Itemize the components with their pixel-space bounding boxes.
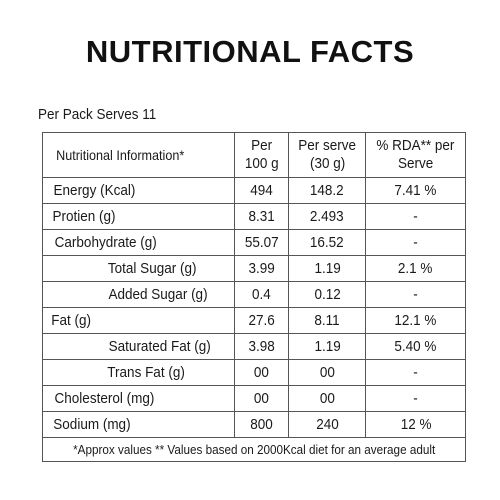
- value-per-serve: 240: [288, 411, 367, 438]
- value-per-100g: 55.07: [234, 229, 290, 256]
- value-per-100g: 8.31: [234, 203, 290, 230]
- value-rda: 2.1 %: [365, 255, 466, 282]
- nutrient-name: Saturated Fat (g): [41, 333, 236, 360]
- table-row: Cholesterol (mg) 00 00-: [41, 385, 466, 412]
- header-per-serve: Per serve (30 g): [288, 132, 367, 178]
- value-rda: -: [365, 281, 466, 308]
- page-title: NUTRITIONAL FACTS: [85, 34, 415, 69]
- value-per-100g: 800: [234, 411, 290, 438]
- value-per-serve: 2.493: [288, 203, 367, 230]
- table-row: Saturated Fat (g) 3.98 1.19 5.40 %: [41, 333, 466, 360]
- table-row: Trans Fat (g) 00 00-: [41, 359, 466, 386]
- value-per-100g: 27.6: [234, 307, 290, 334]
- header-nutritional-information: Nutritional Information*: [41, 132, 236, 178]
- nutrient-name: Trans Fat (g): [41, 359, 236, 386]
- table-row: Energy (Kcal) 494 148.2 7.41 %: [41, 177, 466, 204]
- nutrient-name: Cholesterol (mg): [41, 385, 236, 412]
- value-per-100g: 0.4: [234, 281, 290, 308]
- table-row: Total Sugar (g) 3.99 1.19 2.1 %: [41, 255, 466, 282]
- value-per-serve: 00: [288, 359, 367, 386]
- value-per-100g: 3.99: [234, 255, 290, 282]
- value-per-serve: 1.19: [288, 333, 367, 360]
- value-rda: 7.41 %: [365, 177, 466, 204]
- footnote-row: *Approx values ** Values based on 2000Kc…: [42, 437, 466, 462]
- value-per-100g: 3.98: [234, 333, 290, 360]
- value-rda: -: [365, 359, 466, 386]
- footnote: *Approx values ** Values based on 2000Kc…: [42, 437, 466, 462]
- value-per-serve: 00: [288, 385, 367, 412]
- value-per-serve: 148.2: [288, 177, 367, 204]
- nutrient-name: Total Sugar (g): [41, 255, 236, 282]
- value-per-serve: 8.11: [288, 307, 367, 334]
- table-row: Protien (g) 8.31 2.493-: [41, 203, 466, 230]
- value-rda: 12 %: [365, 411, 466, 438]
- value-per-serve: 16.52: [288, 229, 367, 256]
- table-header-row: Nutritional Information* Per 100 g Per s…: [41, 132, 466, 178]
- nutrient-name: Energy (Kcal): [41, 177, 236, 204]
- nutrient-name: Fat (g): [41, 307, 236, 334]
- value-per-serve: 1.19: [288, 255, 367, 282]
- nutrient-name: Added Sugar (g): [41, 281, 236, 308]
- value-per-serve: 0.12: [288, 281, 367, 308]
- value-rda: -: [365, 229, 466, 256]
- table-row: Fat (g) 27.6 8.11 12.1 %: [41, 307, 466, 334]
- nutrient-name: Protien (g): [41, 203, 236, 230]
- table-row: Added Sugar (g) 0.4 0.12-: [41, 281, 466, 308]
- nutrient-name: Carbohydrate (g): [41, 229, 236, 256]
- value-per-100g: 494: [234, 177, 290, 204]
- nutrient-name: Sodium (mg): [41, 411, 236, 438]
- value-rda: -: [365, 385, 466, 412]
- value-per-100g: 00: [234, 359, 290, 386]
- header-rda: % RDA** per Serve: [365, 132, 466, 178]
- table-row: Carbohydrate (g) 55.07 16.52-: [41, 229, 466, 256]
- value-rda: -: [365, 203, 466, 230]
- nutrition-table: Nutritional Information* Per 100 g Per s…: [41, 132, 466, 462]
- value-rda: 5.40 %: [365, 333, 466, 360]
- serves-label: Per Pack Serves 11: [38, 106, 157, 123]
- value-rda: 12.1 %: [365, 307, 466, 334]
- value-per-100g: 00: [234, 385, 290, 412]
- header-per-100g: Per 100 g: [234, 132, 290, 178]
- table-row: Sodium (mg) 800 240 12 %: [41, 411, 466, 438]
